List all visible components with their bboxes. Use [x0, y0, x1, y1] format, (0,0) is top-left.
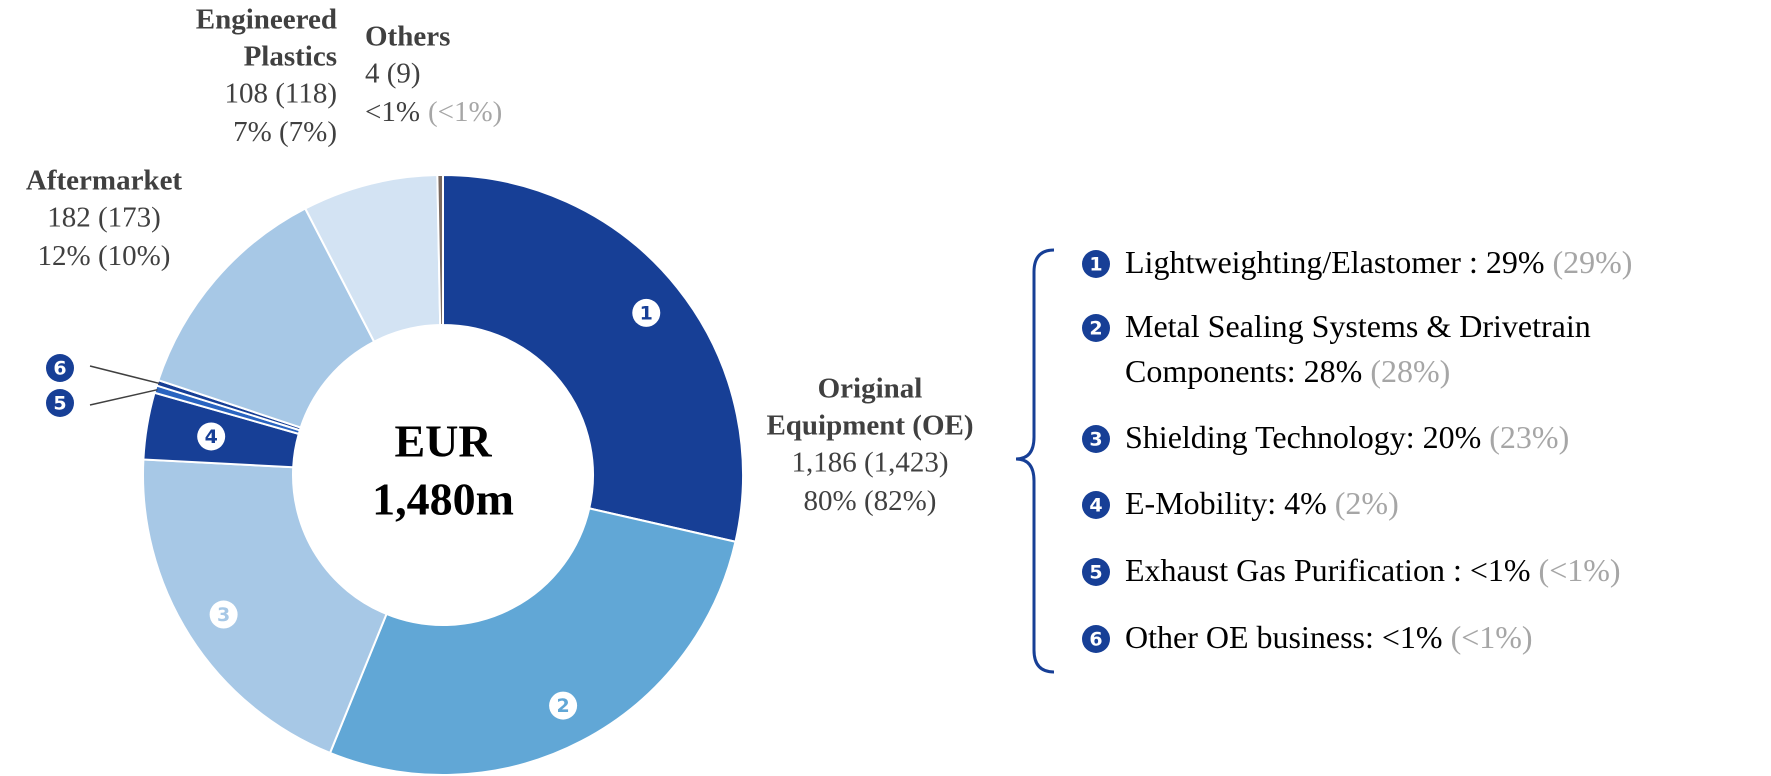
marker-number: 5	[1089, 562, 1102, 584]
marker-number: 2	[556, 695, 569, 717]
legend-label: Exhaust Gas Purification : <1% (<1%)	[1125, 552, 1621, 588]
callout-title: Equipment (OE)	[766, 410, 973, 442]
callout-value: 182 (173)	[47, 202, 161, 234]
share: 7% (7%)	[233, 116, 337, 148]
callout-value: 1,186 (1,423)	[791, 447, 948, 479]
marker-number: 1	[640, 302, 653, 324]
legend-prior: (<1%)	[1451, 619, 1533, 655]
marker-number: 3	[217, 604, 230, 626]
callout-title: Engineered	[196, 4, 337, 36]
marker-circle	[209, 600, 238, 629]
marker-number: 2	[1089, 318, 1102, 340]
marker-circle	[1082, 491, 1110, 519]
marker-number: 4	[1089, 495, 1102, 517]
legend-text: E-Mobility: 4%	[1125, 485, 1327, 521]
legend-label: Other OE business: <1% (<1%)	[1125, 619, 1533, 655]
marker-number: 6	[53, 358, 66, 380]
callout-title: Plastics	[244, 41, 337, 73]
callout-value: 4 (9)	[365, 58, 421, 90]
leader-line	[89, 388, 158, 406]
legend-text: Components: 28%	[1125, 353, 1362, 389]
legend-text: Exhaust Gas Purification : <1%	[1125, 552, 1531, 588]
callout-title: Others	[365, 21, 450, 53]
legend-prior: (23%)	[1489, 419, 1569, 455]
legend-prior: (29%)	[1552, 244, 1632, 280]
marker-number: 6	[1089, 629, 1102, 651]
legend-label: Components: 28% (28%)	[1125, 353, 1450, 389]
marker-circle	[1082, 250, 1110, 278]
legend-label: Shielding Technology: 20% (23%)	[1125, 419, 1569, 455]
legend-label: Metal Sealing Systems & Drivetrain	[1125, 308, 1591, 344]
marker-circle	[549, 691, 578, 720]
share: 80% (82%)	[804, 485, 937, 517]
legend-text: Metal Sealing Systems & Drivetrain	[1125, 308, 1591, 344]
marker-circle	[1082, 425, 1110, 453]
legend-prior: (<1%)	[1539, 552, 1621, 588]
donut-segment	[328, 507, 737, 776]
brace	[1015, 248, 1055, 674]
donut-segment	[142, 458, 388, 755]
marker-number: 5	[53, 393, 66, 415]
callout-share: 7% (7%)	[233, 116, 337, 148]
share: 12% (10%)	[38, 240, 171, 272]
share-prior: (<1%)	[428, 96, 502, 128]
callout-value: 108 (118)	[225, 78, 338, 110]
donut-segment	[436, 173, 444, 327]
marker-number: 3	[1089, 429, 1102, 451]
marker-circle	[1082, 314, 1110, 342]
legend-label: Lightweighting/Elastomer : 29% (29%)	[1125, 244, 1632, 280]
marker-circle	[46, 389, 74, 417]
marker-circle	[632, 298, 661, 327]
donut-segment	[442, 173, 744, 543]
legend-text: Shielding Technology: 20%	[1125, 419, 1481, 455]
donut-segment	[157, 207, 376, 429]
marker-number: 1	[1089, 254, 1102, 276]
leader-line	[89, 365, 160, 385]
marker-circle	[197, 422, 226, 451]
marker-circle	[1082, 625, 1110, 653]
callout-share: 80% (82%)	[804, 485, 937, 517]
center-label: 1,480m	[372, 474, 514, 525]
legend-text: Other OE business: <1%	[1125, 619, 1443, 655]
marker-number: 4	[205, 426, 218, 448]
callout-share: <1% (<1%)	[365, 96, 502, 128]
share: <1%	[365, 96, 420, 128]
legend-label: E-Mobility: 4% (2%)	[1125, 485, 1399, 521]
legend-text: Lightweighting/Elastomer : 29%	[1125, 244, 1544, 280]
center-label: EUR	[394, 416, 492, 467]
callout-title: Original	[818, 373, 923, 405]
marker-circle	[1082, 558, 1110, 586]
callout-title: Aftermarket	[26, 165, 183, 197]
legend-prior: (2%)	[1335, 485, 1399, 521]
legend-prior: (28%)	[1370, 353, 1450, 389]
callout-share: 12% (10%)	[38, 240, 171, 272]
marker-circle	[46, 354, 74, 382]
